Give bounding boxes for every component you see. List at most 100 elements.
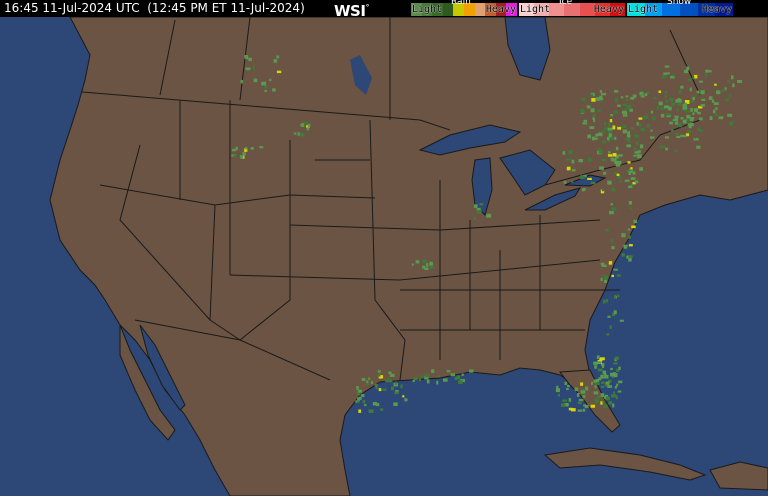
legend-swatch [442, 3, 454, 16]
radar-echo [609, 119, 613, 123]
radar-echo [394, 391, 399, 395]
radar-echo [617, 294, 620, 297]
radar-echo [616, 173, 620, 176]
lake-michigan [471, 157, 493, 216]
legend-swatch [506, 3, 517, 16]
radar-echo [692, 76, 695, 80]
radar-echo [600, 363, 605, 366]
radar-echo [686, 130, 692, 134]
radar-echo [388, 371, 392, 375]
radar-echo [660, 113, 665, 118]
radar-echo [693, 108, 698, 112]
radar-echo [675, 99, 679, 103]
radar-echo [608, 401, 613, 405]
radar-echo [605, 396, 611, 401]
radar-echo [371, 381, 374, 385]
radar-echo [698, 105, 703, 109]
radar-echo [606, 333, 610, 336]
radar-echo [640, 94, 645, 98]
radar-echo [355, 400, 359, 403]
radar-echo [626, 255, 629, 259]
radar-echo [272, 88, 276, 92]
radar-echo [666, 113, 671, 118]
radar-echo [700, 90, 705, 95]
legend-swatch [549, 3, 565, 16]
radar-echo [627, 139, 631, 143]
radar-echo [625, 95, 629, 98]
radar-echo [233, 155, 237, 158]
legend-swatch [662, 3, 680, 16]
radar-echo [628, 201, 633, 205]
radar-echo [661, 75, 667, 79]
radar-echo [599, 95, 603, 99]
radar-echo [590, 404, 596, 408]
radar-echo [618, 380, 623, 384]
radar-echo [618, 154, 623, 157]
radar-echo [377, 373, 381, 377]
radar-echo [600, 393, 605, 397]
radar-echo [628, 235, 631, 239]
radar-echo [701, 98, 706, 101]
radar-echo [626, 137, 631, 141]
radar-echo [693, 74, 698, 79]
radar-echo [634, 134, 639, 138]
legend-heavy-label: Heavy [593, 4, 624, 15]
radar-echo [626, 144, 632, 148]
radar-echo [578, 398, 584, 402]
radar-echo [630, 127, 635, 130]
radar-echo [612, 312, 616, 317]
radar-echo [622, 110, 627, 115]
radar-echo [659, 145, 663, 149]
radar-echo [356, 392, 361, 396]
legend-light-label: Light [520, 4, 551, 15]
radar-echo [413, 377, 418, 381]
radar-echo [436, 375, 440, 378]
radar-echo [394, 381, 397, 385]
radar-echo [411, 263, 414, 266]
radar-echo [599, 166, 604, 170]
radar-echo [637, 150, 641, 153]
radar-echo [665, 113, 671, 116]
radar-echo [615, 146, 619, 151]
radar-echo [253, 78, 258, 83]
radar-echo [300, 133, 305, 137]
logo-text: WSI [334, 2, 366, 20]
radar-echo [594, 363, 598, 368]
radar-echo [621, 233, 626, 238]
radar-echo [597, 361, 602, 364]
radar-echo [581, 97, 586, 102]
wsi-logo: WSI° [334, 0, 369, 20]
radar-echo [611, 375, 615, 378]
radar-echo [235, 146, 239, 150]
radar-echo [697, 111, 701, 115]
radar-echo [426, 379, 430, 384]
legend-title: Ice [559, 0, 573, 7]
radar-echo [682, 106, 688, 110]
radar-echo [698, 129, 703, 132]
radar-echo [562, 151, 566, 155]
radar-echo [571, 180, 574, 183]
radar-echoes [231, 55, 743, 413]
radar-echo [608, 151, 611, 154]
radar-echo [713, 109, 716, 114]
radar-echo [640, 128, 645, 132]
radar-echo [476, 207, 481, 212]
radar-echo [619, 319, 624, 322]
radar-echo [382, 388, 387, 391]
radar-echo [248, 57, 252, 62]
radar-echo [650, 110, 654, 114]
radar-echo [615, 154, 619, 159]
legend-rain: Light Heavy Rain [411, 0, 517, 16]
radar-echo [418, 378, 421, 382]
radar-echo [586, 105, 591, 109]
header-bar: 16:45 11-Jul-2024 UTC (12:45 PM ET 11-Ju… [0, 0, 768, 20]
radar-echo [293, 132, 297, 135]
radar-echo [574, 387, 579, 392]
radar-echo [563, 180, 567, 184]
radar-echo [725, 98, 729, 102]
radar-echo [682, 103, 686, 108]
radar-echo [609, 210, 614, 215]
radar-echo [671, 129, 674, 133]
radar-echo [593, 379, 598, 383]
radar-echo [600, 189, 605, 194]
